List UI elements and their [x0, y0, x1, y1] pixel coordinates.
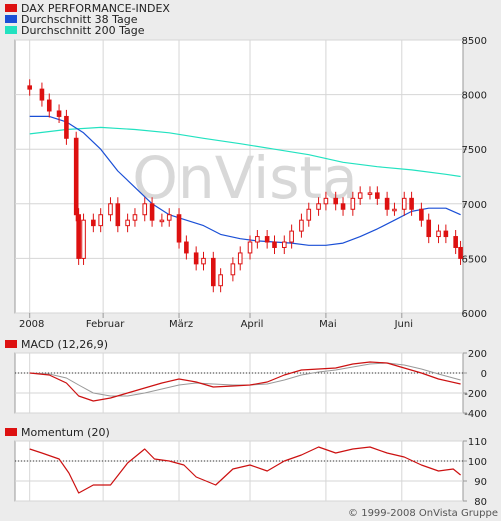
- price-candle: [230, 263, 236, 276]
- price-candle: [350, 197, 356, 210]
- macd-y-tick-label: 200: [468, 349, 487, 360]
- price-candle: [76, 214, 81, 259]
- legend-dax-label: DAX PERFORMANCE-INDEX: [21, 2, 170, 15]
- price-candle: [419, 208, 424, 221]
- series-dax-performance-index: [27, 79, 463, 293]
- price-candle: [409, 197, 414, 210]
- price-candle: [237, 252, 243, 265]
- momentum-y-tick-label: 110: [468, 437, 487, 448]
- price-candle: [184, 241, 189, 254]
- price-candle: [149, 203, 155, 221]
- legend-ma38-label: Durchschnitt 38 Tage: [21, 13, 138, 26]
- price-candle: [316, 203, 321, 210]
- series-macd: [29, 361, 461, 402]
- price-candle: [247, 241, 253, 254]
- price-candle: [375, 192, 380, 199]
- price-candle: [272, 241, 277, 248]
- x-tick-label: 2008: [19, 319, 44, 330]
- price-candle: [166, 214, 172, 221]
- legend-dax-swatch: [5, 4, 17, 12]
- price-candle: [142, 203, 148, 216]
- price-y-tick-label: 8500: [462, 36, 487, 47]
- price-candle: [458, 246, 463, 259]
- price-candle: [264, 236, 270, 243]
- price-candle: [64, 115, 69, 139]
- price-candle: [201, 257, 206, 265]
- price-candle: [56, 110, 62, 117]
- price-candle: [401, 197, 407, 210]
- macd-panel: [14, 352, 464, 414]
- momentum-panel: [14, 440, 464, 502]
- price-candle: [306, 208, 312, 221]
- price-candle: [392, 208, 397, 212]
- price-candle: [125, 219, 130, 227]
- price-candle: [384, 197, 390, 210]
- onvista-watermark: OnVista: [132, 144, 357, 212]
- series-momentum: [29, 446, 461, 494]
- price-candle: [255, 236, 260, 243]
- legend-macd-label: MACD (12,26,9): [21, 338, 108, 351]
- price-candle: [46, 99, 52, 112]
- price-candle: [73, 137, 79, 216]
- price-candle: [27, 85, 32, 90]
- x-tick-label: April: [241, 319, 264, 330]
- legend-macd-swatch: [5, 340, 17, 348]
- series-durchschnitt-38-tage: [29, 115, 461, 246]
- legend-momentum-swatch: [5, 428, 17, 436]
- price-candle: [108, 203, 113, 216]
- x-tick-label: März: [169, 319, 193, 330]
- price-candle: [81, 219, 86, 259]
- price-y-tick-label: 6500: [462, 254, 487, 265]
- copyright-text: © 1999-2008 OnVista Gruppe: [348, 508, 498, 519]
- price-y-tick-label: 8000: [462, 91, 487, 102]
- price-panel: [14, 39, 464, 314]
- price-y-tick-label: 7000: [462, 200, 487, 211]
- legend-ma38-swatch: [5, 15, 17, 23]
- price-candle: [281, 241, 287, 248]
- legend-momentum-label: Momentum (20): [21, 426, 110, 439]
- price-candle: [443, 230, 449, 238]
- price-candle: [340, 203, 346, 210]
- price-candle: [98, 214, 103, 227]
- price-candle: [210, 257, 216, 287]
- price-candle: [367, 192, 373, 195]
- price-y-tick-label: 6000: [462, 309, 487, 320]
- x-tick-label: Juni: [394, 319, 413, 330]
- price-candle: [176, 214, 182, 243]
- legend-ma200-swatch: [5, 26, 17, 34]
- series-durchschnitt-200-tage: [29, 126, 461, 178]
- price-candle: [299, 219, 304, 232]
- price-candle: [159, 219, 165, 223]
- price-candle: [91, 219, 96, 227]
- momentum-y-tick-label: 100: [468, 457, 487, 468]
- macd-y-tick-label: 0: [481, 369, 487, 380]
- x-tick-label: Februar: [86, 319, 125, 330]
- price-candle: [333, 197, 338, 205]
- price-candle: [132, 214, 138, 221]
- price-candle: [357, 192, 363, 199]
- momentum-y-tick-label: 90: [474, 477, 487, 488]
- price-candle: [115, 203, 121, 227]
- momentum-y-tick-label: 80: [474, 497, 487, 508]
- macd-y-tick-label: -400: [464, 409, 487, 420]
- x-tick-label: Mai: [319, 319, 337, 330]
- price-candle: [453, 236, 458, 248]
- price-candle: [289, 230, 294, 243]
- price-candle: [193, 252, 199, 265]
- price-candle: [218, 274, 223, 287]
- price-candle: [426, 219, 432, 238]
- price-candle: [39, 88, 45, 101]
- price-candle: [323, 197, 329, 205]
- price-y-tick-label: 7500: [462, 145, 487, 156]
- legend-ma200-label: Durchschnitt 200 Tage: [21, 24, 145, 37]
- macd-y-tick-label: -200: [464, 389, 487, 400]
- price-candle: [436, 230, 441, 238]
